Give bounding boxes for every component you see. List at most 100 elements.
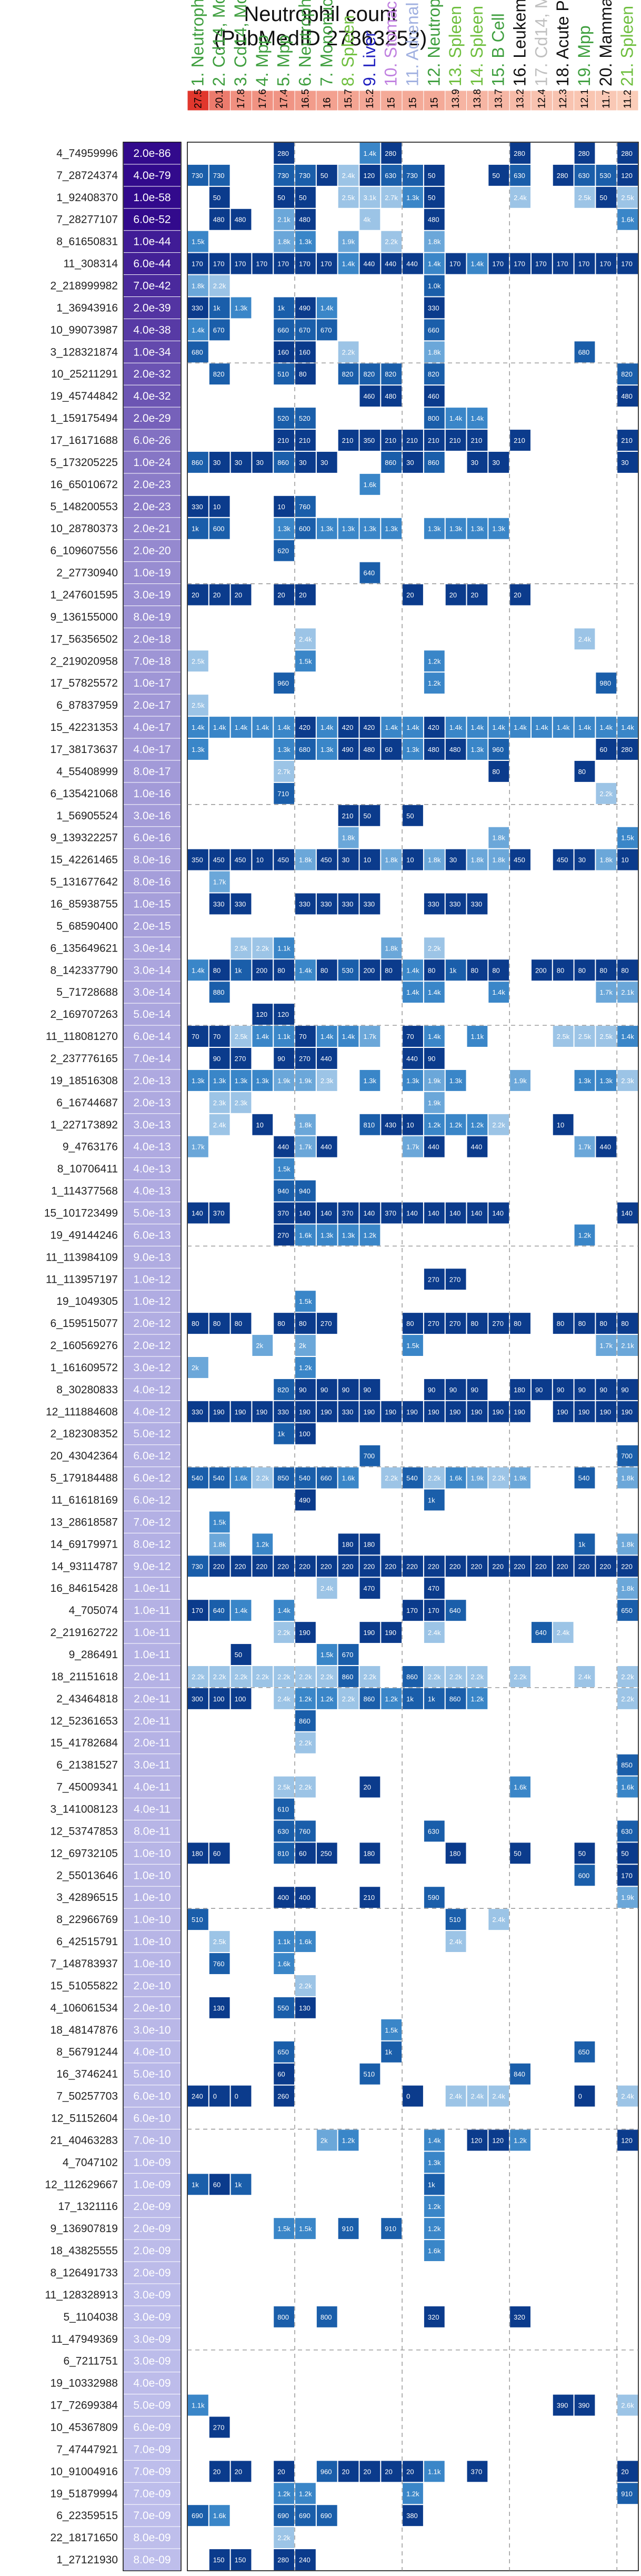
heatmap-cell-label: 10 — [213, 503, 221, 511]
heatmap-cell-label: 860 — [428, 459, 439, 467]
heatmap-cell — [274, 739, 295, 760]
snp-label: 8_30280833 — [56, 1384, 118, 1396]
heatmap-cell-label: 1.4k — [535, 724, 548, 731]
heatmap-cell — [403, 1335, 423, 1356]
heatmap-cell-label: 1.6k — [299, 1231, 312, 1239]
heatmap-cell-label: 80 — [277, 966, 285, 974]
heatmap-cell-label: 220 — [514, 1562, 525, 1570]
heatmap-cell — [596, 739, 617, 760]
heatmap-cell — [316, 893, 337, 915]
snp-label: 6_22359515 — [56, 2510, 118, 2522]
heatmap-cell-label: 1.3k — [213, 1077, 226, 1085]
heatmap-cell-label: 30 — [342, 856, 349, 864]
heatmap-cell-label: 20 — [385, 2468, 392, 2475]
heatmap-cell-label: 30 — [471, 459, 478, 467]
heatmap-cell-label: 2.5k — [192, 657, 205, 665]
heatmap-cell-label: 270 — [428, 1275, 439, 1283]
heatmap-cell-label: 1.3k — [235, 304, 248, 312]
heatmap-cell — [488, 1401, 509, 1422]
heatmap-cell-label: 2.2k — [299, 1673, 312, 1681]
heatmap-cell-label: 1.3k — [192, 1077, 205, 1085]
snp-label: 10_45367809 — [51, 2421, 118, 2433]
pvalue-cell — [124, 496, 181, 518]
heatmap-cell-label: 80 — [578, 966, 586, 974]
heatmap-cell-label: 10 — [406, 1121, 414, 1129]
heatmap-cell — [338, 1379, 359, 1400]
heatmap-cell — [231, 2085, 252, 2107]
heatmap-cell — [488, 982, 509, 1003]
heatmap-cell-label: 480 — [385, 392, 396, 400]
heatmap-cell — [274, 782, 295, 804]
heatmap-cell-label: 440 — [277, 1143, 289, 1151]
heatmap-cell — [316, 1202, 337, 1224]
heatmap-cell-label: 350 — [192, 856, 203, 864]
heatmap-cell — [316, 1069, 337, 1091]
heatmap-cell — [445, 717, 466, 738]
snp-label: 5_179184488 — [51, 1472, 118, 1484]
heatmap-cell — [274, 1776, 295, 1798]
heatmap-cell-label: 190 — [235, 1408, 246, 1416]
heatmap-cell-label: 660 — [320, 1474, 332, 1482]
heatmap-cell-label: 1.4k — [471, 260, 484, 268]
pvalue-label: 2.0e-12 — [133, 1340, 171, 1352]
heatmap-cell — [338, 1644, 359, 1665]
heatmap-cell — [209, 2549, 230, 2570]
heatmap-cell — [274, 253, 295, 274]
snp-label: 16_85938755 — [51, 898, 118, 910]
heatmap-cell — [574, 1555, 595, 1577]
heatmap-cell — [295, 717, 316, 738]
heatmap-cell — [274, 1136, 295, 1157]
heatmap-cell — [488, 1202, 509, 1224]
heatmap-cell-label: 2.3k — [235, 1099, 248, 1107]
heatmap-cell — [510, 1555, 530, 1577]
heatmap-cell-label: 120 — [621, 2136, 633, 2144]
heatmap-cell-label: 670 — [299, 326, 311, 334]
tissue-score-cell — [466, 90, 488, 111]
heatmap-cell — [381, 2019, 402, 2040]
heatmap-cell-label: 90 — [621, 1386, 628, 1394]
heatmap-cell-label: 2.5k — [213, 1938, 226, 1946]
snp-label: 19_49144246 — [51, 1229, 118, 1241]
heatmap-cell — [617, 1842, 638, 1864]
heatmap-cell — [295, 1401, 316, 1422]
heatmap-cell — [510, 717, 530, 738]
heatmap-cell-label: 1.8k — [471, 856, 484, 864]
heatmap-cell — [231, 209, 252, 230]
heatmap-cell-label: 220 — [557, 1562, 568, 1570]
heatmap-cell — [359, 186, 380, 208]
heatmap-cell — [403, 1048, 423, 1069]
heatmap-cell — [359, 893, 380, 915]
heatmap-cell — [188, 2505, 208, 2527]
heatmap-cell-label: 1.4k — [342, 1033, 355, 1041]
heatmap-cell-label: 1.4k — [277, 1607, 291, 1614]
pvalue-label: 1.0e-15 — [133, 898, 171, 910]
heatmap-cell — [274, 1997, 295, 2018]
heatmap-cell — [359, 143, 380, 164]
heatmap-cell — [445, 1909, 466, 1930]
heatmap-cell — [596, 1136, 617, 1157]
snp-label: 11_47949369 — [51, 2333, 118, 2345]
heatmap-cell-label: 1.3k — [277, 746, 291, 754]
heatmap-cell-label: 470 — [428, 1584, 439, 1592]
pvalue-cell — [124, 296, 181, 319]
heatmap-cell — [424, 672, 445, 694]
heatmap-cell — [274, 1202, 295, 1224]
heatmap-cell-label: 2.4k — [449, 2093, 463, 2101]
heatmap-cell — [381, 1688, 402, 1709]
heatmap-cell-label: 1.4k — [256, 1033, 269, 1041]
heatmap-cell-label: 20 — [277, 2468, 285, 2475]
heatmap-cell — [488, 849, 509, 870]
heatmap-cell — [231, 717, 252, 738]
pvalue-cell — [124, 407, 181, 429]
heatmap-cell — [445, 518, 466, 539]
heatmap-cell-label: 800 — [320, 2313, 332, 2321]
pvalue-cell — [124, 1047, 181, 1069]
pvalue-label: 2.0e-86 — [133, 147, 171, 160]
snp-label: 6_7211751 — [63, 2355, 118, 2367]
heatmap-cell-label: 1.4k — [621, 1033, 634, 1041]
heatmap-cell — [553, 1313, 574, 1334]
heatmap-cell-label: 1.7k — [599, 988, 613, 996]
heatmap-cell-label: 220 — [256, 1562, 267, 1570]
heatmap-cell — [359, 1202, 380, 1224]
heatmap-cell-label: 220 — [213, 1562, 225, 1570]
